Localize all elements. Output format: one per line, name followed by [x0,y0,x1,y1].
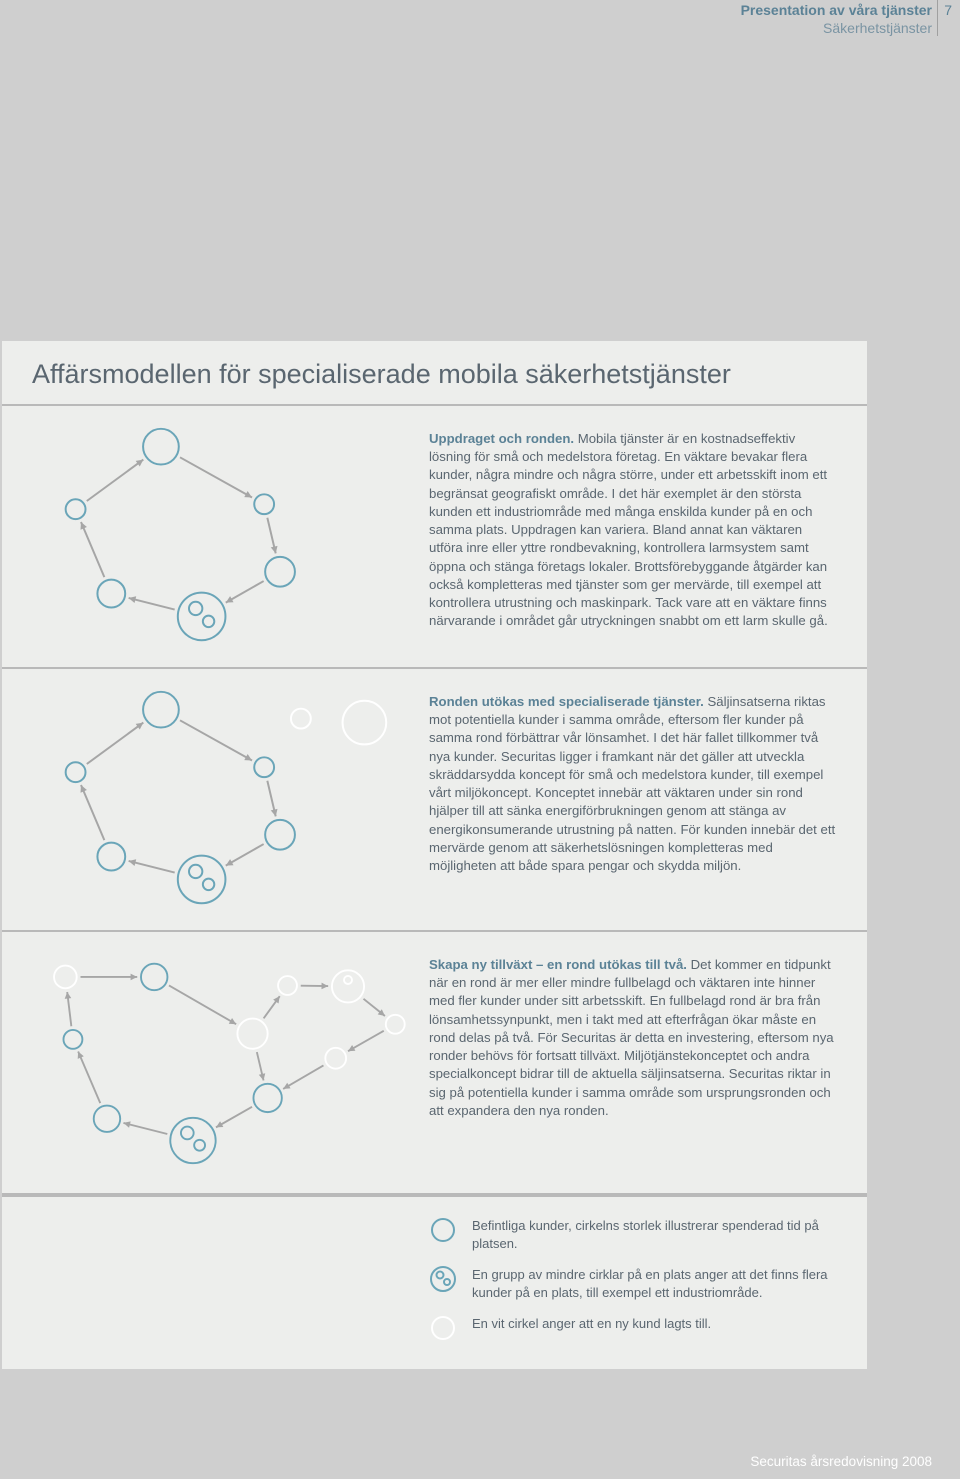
header-divider [937,0,938,36]
legend: Befintliga kunder, cirkelns storlek illu… [2,1195,867,1369]
page-number: 7 [944,2,952,18]
legend-icon-single-teal [430,1217,456,1243]
diagram-3 [2,940,417,1185]
section-3-lead: Skapa ny tillväxt – en rond utökas till … [429,957,687,972]
section-1-body: Mobila tjänster är en kostnadseffektiv l… [429,431,828,628]
section-2: Ronden utökas med specialiserade tjänste… [2,669,867,932]
diagram-1 [2,414,417,659]
legend-text-3: En vit cirkel anger att en ny kund lagts… [472,1315,837,1333]
legend-row-1: Befintliga kunder, cirkelns storlek illu… [430,1217,837,1252]
legend-text-2: En grupp av mindre cirklar på en plats a… [472,1266,837,1301]
main-card: Affärsmodellen för specialiserade mobila… [2,341,867,1369]
section-3: Skapa ny tillväxt – en rond utökas till … [2,932,867,1195]
section-3-text: Skapa ny tillväxt – en rond utökas till … [417,940,867,1185]
legend-row-2: En grupp av mindre cirklar på en plats a… [430,1266,837,1301]
legend-icon-single-white [430,1315,456,1341]
section-3-body: Det kommer en tidpunkt när en rond är me… [429,957,834,1118]
section-2-text: Ronden utökas med specialiserade tjänste… [417,677,867,922]
main-title: Affärsmodellen för specialiserade mobila… [2,341,867,406]
diagram-2 [2,677,417,922]
section-2-lead: Ronden utökas med specialiserade tjänste… [429,694,704,709]
header-title: Presentation av våra tjänster [741,2,932,18]
legend-icon-cluster-teal [430,1266,456,1292]
header-subtitle: Säkerhetstjänster [741,20,932,36]
page-footer: Securitas årsredovisning 2008 [750,1454,932,1469]
section-2-body: Säljinsatserna riktas mot potentiella ku… [429,694,835,873]
page-header: Presentation av våra tjänster Säkerhetst… [741,2,932,36]
legend-text-1: Befintliga kunder, cirkelns storlek illu… [472,1217,837,1252]
legend-row-3: En vit cirkel anger att en ny kund lagts… [430,1315,837,1341]
section-1: Uppdraget och ronden. Mobila tjänster är… [2,406,867,669]
section-1-lead: Uppdraget och ronden. [429,431,574,446]
section-1-text: Uppdraget och ronden. Mobila tjänster är… [417,414,867,659]
